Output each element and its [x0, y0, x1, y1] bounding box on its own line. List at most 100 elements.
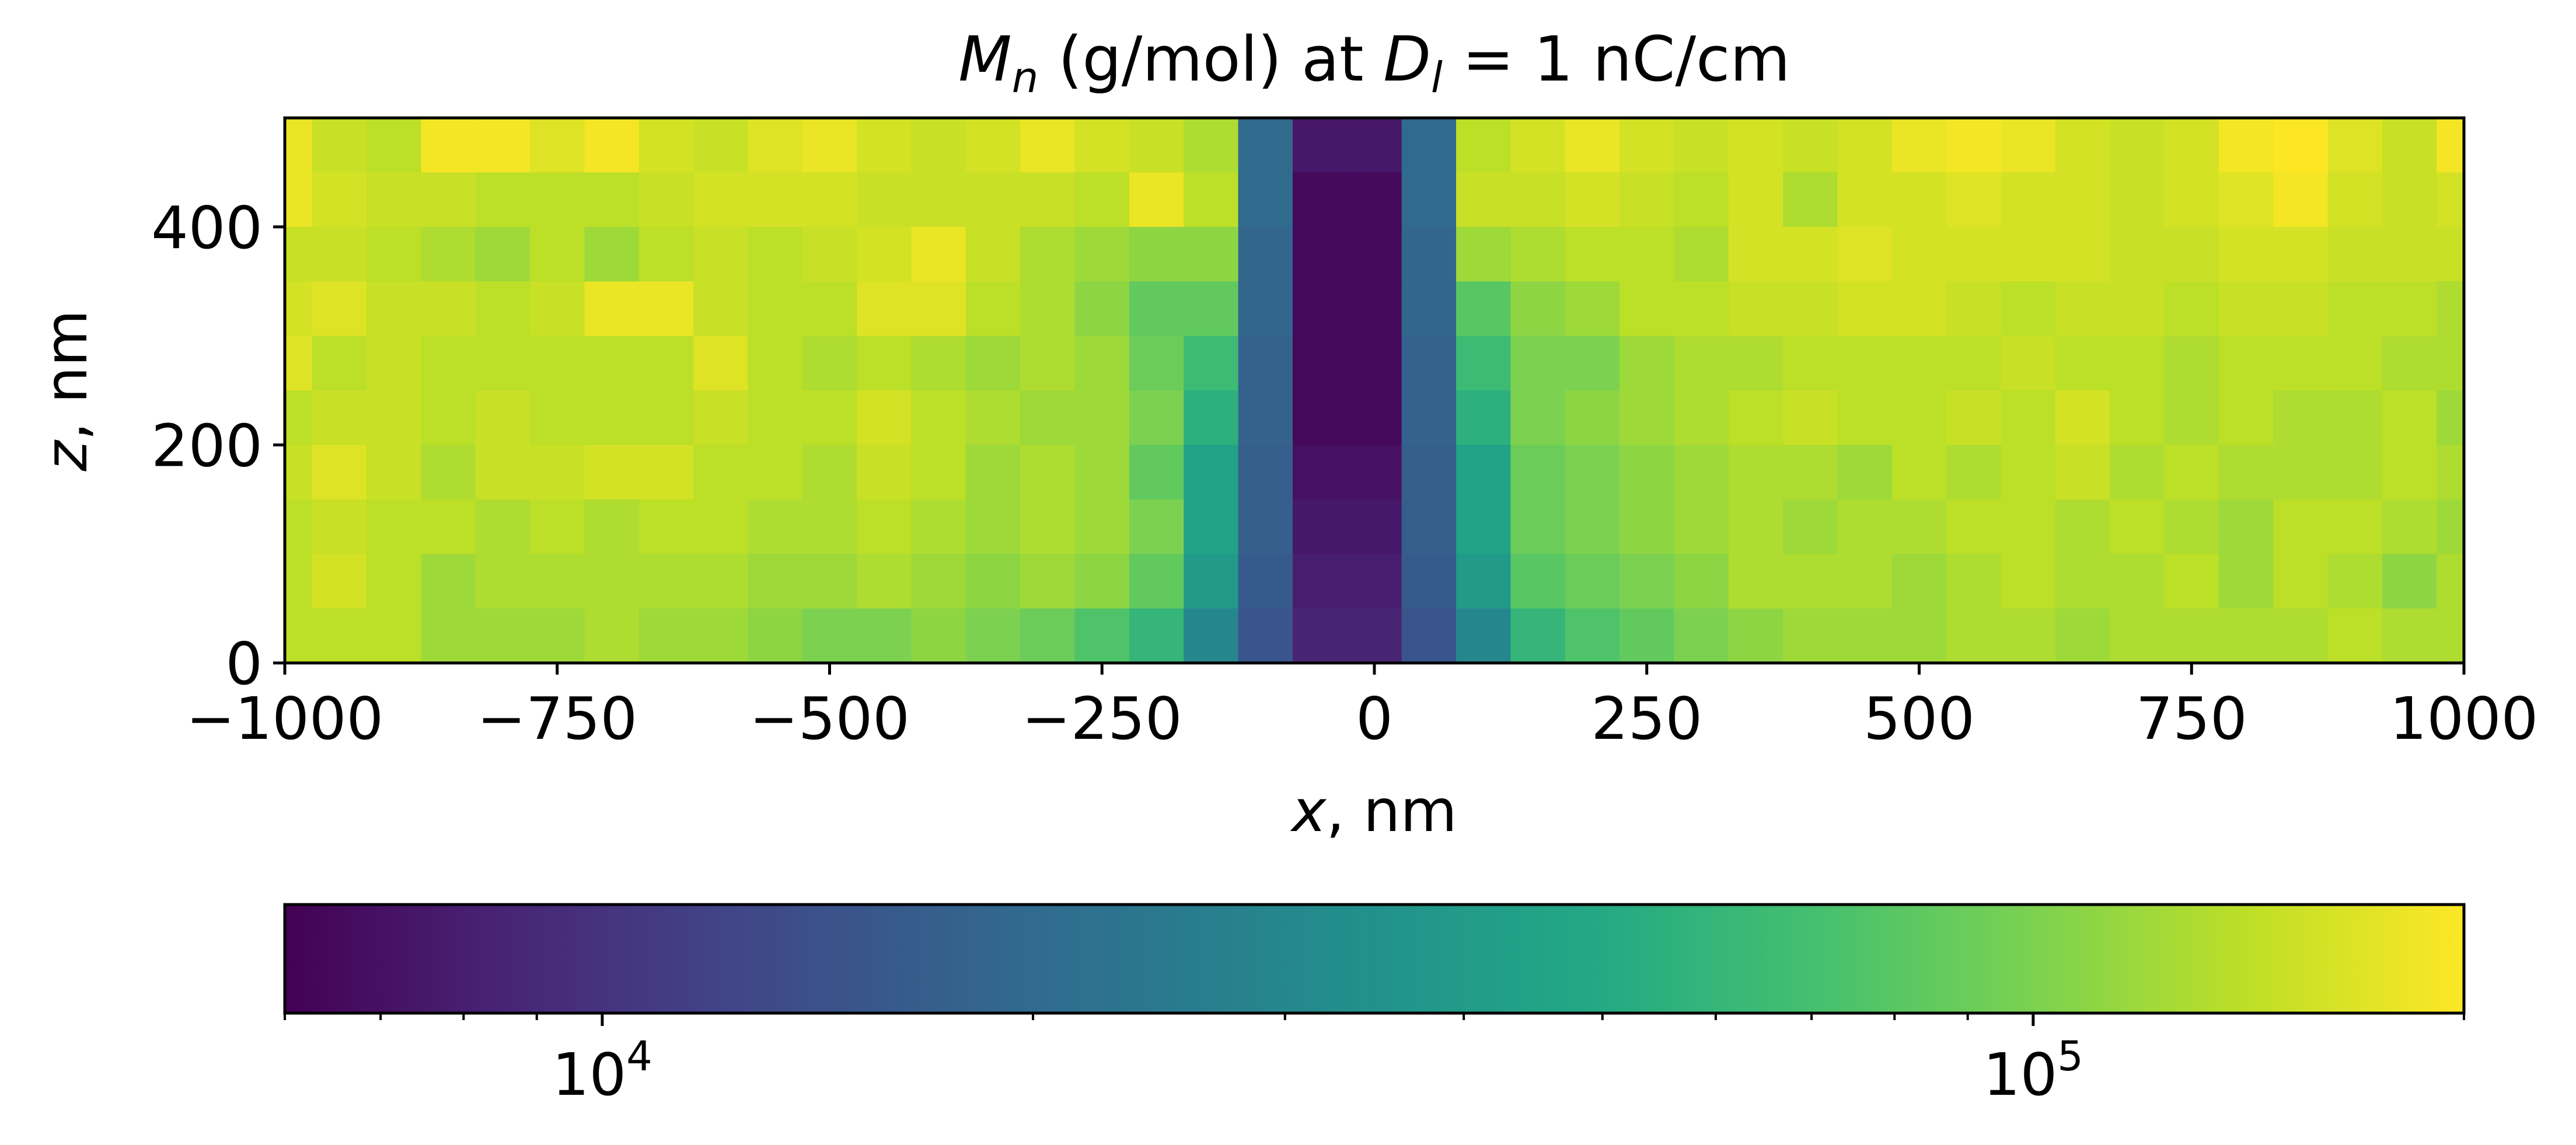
heatmap-cell: [1891, 172, 1947, 228]
heatmap-cell: [802, 554, 857, 609]
heatmap-cell: [2001, 390, 2056, 445]
x-tick-label: −1000: [186, 685, 383, 753]
heatmap-cell: [2218, 445, 2274, 500]
heatmap-cell: [2437, 336, 2465, 391]
heatmap-cell: [857, 226, 912, 282]
heatmap-cell: [2110, 608, 2165, 664]
heatmap-cell: [1783, 118, 1838, 173]
y-axis-ticks: 0 200 400: [151, 194, 285, 698]
heatmap-cell: [965, 281, 1021, 337]
heatmap-cell: [2327, 499, 2383, 554]
heatmap-cell: [1456, 281, 1511, 337]
heatmap-cell: [475, 118, 530, 173]
heatmap-cell: [1565, 499, 1620, 554]
heatmap-cell: [965, 118, 1021, 173]
heatmap-cell: [2273, 118, 2329, 173]
heatmap-cell: [2273, 336, 2329, 391]
heatmap-cell: [1292, 608, 1348, 664]
heatmap-cell: [1129, 226, 1184, 282]
heatmap-cell: [1456, 118, 1511, 173]
heatmap-cell: [748, 608, 803, 664]
heatmap-cell: [1837, 554, 1893, 609]
heatmap-cell: [584, 281, 640, 337]
heatmap-cell: [421, 499, 476, 554]
heatmap-cell: [693, 499, 749, 554]
heatmap-cell: [1728, 608, 1783, 664]
heatmap-cell: [802, 281, 857, 337]
heatmap-cell: [2382, 336, 2437, 391]
heatmap-cell: [1401, 226, 1457, 282]
heatmap-cell: [1510, 226, 1566, 282]
heatmap-cell: [421, 390, 476, 445]
heatmap-cell: [530, 172, 585, 228]
heatmap-cell: [2437, 445, 2465, 500]
heatmap-cell: [1074, 445, 1130, 500]
heatmap-cell: [285, 172, 313, 228]
heatmap-cell: [1074, 336, 1130, 391]
heatmap-cell: [2164, 226, 2219, 282]
heatmap-cell: [1946, 554, 2002, 609]
heatmap-cell: [693, 608, 749, 664]
heatmap-cell: [1456, 336, 1511, 391]
heatmap-cell: [1674, 172, 1729, 228]
heatmap-cell: [1837, 608, 1893, 664]
heatmap-cell: [1401, 390, 1457, 445]
heatmap-cell: [1891, 281, 1947, 337]
heatmap-cell: [857, 554, 912, 609]
heatmap-cell: [366, 226, 421, 282]
heatmap-cell: [2327, 226, 2383, 282]
heatmap-cell: [1619, 499, 1675, 554]
x-tick-label: −750: [477, 685, 637, 753]
heatmap-cell: [857, 172, 912, 228]
heatmap-cell: [1891, 608, 1947, 664]
heatmap-cell: [1129, 281, 1184, 337]
heatmap-cell: [2437, 226, 2465, 282]
heatmap-cell: [2273, 499, 2329, 554]
heatmap-cell: [1074, 499, 1130, 554]
heatmap-cell: [1292, 172, 1348, 228]
heatmap-cell: [857, 445, 912, 500]
heatmap-cell: [1292, 281, 1348, 337]
heatmap-cell: [1238, 445, 1293, 500]
heatmap-cell: [1619, 226, 1675, 282]
heatmap-cell: [638, 172, 694, 228]
heatmap-cell: [584, 608, 640, 664]
heatmap-cell: [2218, 172, 2274, 228]
heatmap-cell: [1292, 445, 1348, 500]
heatmap-cell: [911, 118, 966, 173]
heatmap-cell: [530, 445, 585, 500]
heatmap-cell: [1129, 445, 1184, 500]
heatmap-cell: [693, 554, 749, 609]
heatmap-cell: [584, 336, 640, 391]
heatmap-cell: [2327, 118, 2383, 173]
heatmap-cell: [1074, 390, 1130, 445]
heatmap-cell: [911, 554, 966, 609]
heatmap-cell: [693, 226, 749, 282]
heatmap-cell: [1674, 118, 1729, 173]
heatmap-cell: [1728, 226, 1783, 282]
y-tick-label: 400: [151, 194, 263, 262]
heatmap-cell: [1565, 445, 1620, 500]
heatmap-cell: [1020, 226, 1076, 282]
heatmap-cell: [1401, 445, 1457, 500]
x-axis-ticks: −1000 −750 −500 −250 0 250 500 750 1000: [186, 663, 2538, 753]
heatmap-cell: [1565, 172, 1620, 228]
heatmap-cell: [1456, 499, 1511, 554]
heatmap-cell: [1456, 445, 1511, 500]
heatmap-cell: [1565, 226, 1620, 282]
heatmap-cell: [2382, 226, 2437, 282]
heatmap-cell: [1946, 281, 2002, 337]
heatmap-cell: [1184, 554, 1239, 609]
heatmap-cell: [2218, 281, 2274, 337]
colorbar-frame: [283, 903, 2466, 1015]
heatmap-cell: [1184, 118, 1239, 173]
colorbar-tick-label: 105: [1983, 1032, 2083, 1109]
heatmap-cell: [911, 172, 966, 228]
heatmap-cell: [2164, 608, 2219, 664]
heatmap-cell: [2001, 499, 2056, 554]
heatmap-cell: [1401, 554, 1457, 609]
heatmap-cell: [638, 390, 694, 445]
heatmap-cell: [1783, 499, 1838, 554]
heatmap-cell: [1891, 336, 1947, 391]
x-tick-label: 0: [1356, 685, 1393, 753]
